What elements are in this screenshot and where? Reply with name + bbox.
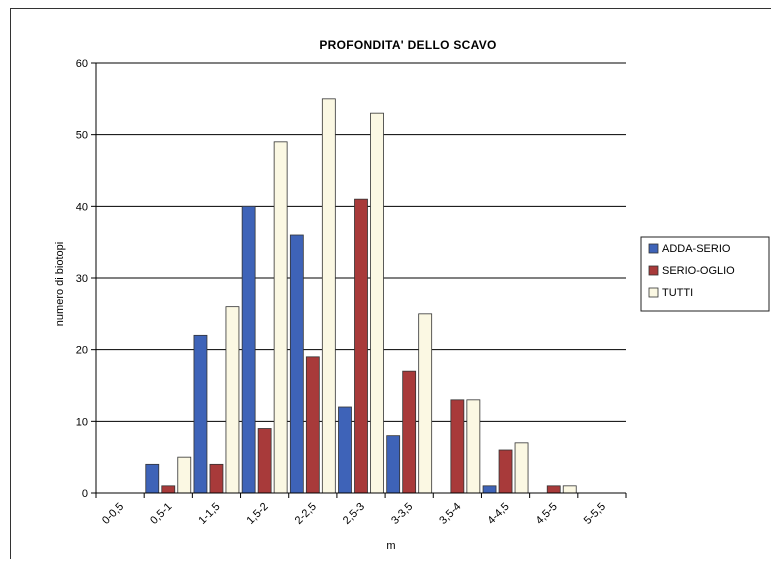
bar-adda-serio-1 — [145, 463, 160, 494]
x-tick-label: 2-2,5 — [293, 501, 319, 527]
legend-swatch-tutti — [648, 287, 659, 298]
bar-serio-oglio-9 — [546, 485, 561, 494]
bar-tutti-6 — [418, 313, 433, 494]
bar-serio-oglio-8 — [498, 449, 513, 494]
bar-adda-serio-6 — [386, 435, 401, 494]
y-tick-label: 0 — [82, 488, 88, 500]
bars — [145, 98, 577, 494]
bar-tutti-5 — [370, 112, 384, 494]
chart-title: PROFONDITA' DELLO SCAVO — [319, 38, 496, 52]
x-tick-label: 3-3,5 — [389, 501, 415, 527]
y-tick-labels: 0 10 20 30 40 50 60 — [76, 58, 88, 500]
bar-tutti-3 — [273, 141, 288, 494]
bar-serio-oglio-3 — [257, 428, 272, 494]
chart-frame: PROFONDITA' DELLO SCAVO 0 10 20 30 40 50 60 0-… — [10, 8, 771, 559]
legend-label-adda-serio: ADDA-SERIO — [662, 243, 731, 255]
legend: ADDA-SERIO SERIO-OGLIO TUTTI — [640, 236, 770, 312]
bar-tutti-1 — [177, 456, 192, 494]
bar-serio-oglio-7 — [450, 399, 465, 494]
bar-adda-serio-4 — [289, 234, 304, 494]
bar-adda-serio-2 — [193, 334, 208, 494]
y-axis-label: numero di biotopi — [54, 242, 66, 326]
x-axis-label: m — [386, 540, 395, 552]
bar-adda-serio-3 — [241, 205, 256, 494]
bar-adda-serio-8 — [482, 485, 497, 494]
y-tick-label: 10 — [76, 416, 88, 428]
y-tick-label: 30 — [76, 273, 88, 285]
bar-serio-oglio-6 — [402, 370, 417, 494]
legend-label-tutti: TUTTI — [662, 287, 693, 299]
bar-tutti-7 — [466, 399, 481, 494]
x-tick-label: 3,5-4 — [437, 501, 463, 527]
x-tick-label: 5-5,5 — [582, 501, 608, 527]
legend-label-serio-oglio: SERIO-OGLIO — [662, 265, 735, 277]
x-tick-label: 0-0,5 — [100, 501, 126, 527]
axes — [95, 63, 627, 498]
bar-serio-oglio-1 — [161, 485, 176, 494]
x-tick-label: 0,5-1 — [148, 501, 174, 527]
bar-serio-oglio-2 — [209, 463, 224, 494]
y-tick-label: 20 — [76, 345, 88, 357]
x-tick-label: 4-4,5 — [485, 501, 511, 527]
y-tick-label: 60 — [76, 58, 88, 70]
y-tick-label: 50 — [76, 130, 88, 142]
bar-tutti-9 — [562, 485, 577, 494]
bar-serio-oglio-4 — [305, 356, 320, 494]
legend-swatch-serio-oglio — [648, 265, 659, 276]
bar-adda-serio-5 — [338, 406, 352, 494]
bar-chart: PROFONDITA' DELLO SCAVO 0 10 20 30 40 50 60 0-… — [54, 38, 770, 552]
bar-serio-oglio-5 — [354, 198, 368, 494]
bar-tutti-8 — [514, 442, 529, 494]
legend-box — [640, 236, 770, 312]
bar-tutti-4 — [321, 98, 336, 494]
x-tick-labels: 0-0,5 0,5-1 1-1,5 1,5-2 2-2,5 2,5-3 3-3,5 3,5-4… — [100, 501, 608, 527]
x-tick-label: 1,5-2 — [245, 501, 271, 527]
x-tick-label: 4,5-5 — [534, 501, 560, 527]
legend-swatch-adda-serio — [648, 243, 659, 254]
x-tick-label: 1-1,5 — [196, 501, 222, 527]
bar-tutti-2 — [225, 306, 240, 494]
x-tick-label: 2,5-3 — [341, 501, 367, 527]
y-tick-label: 40 — [76, 201, 88, 213]
